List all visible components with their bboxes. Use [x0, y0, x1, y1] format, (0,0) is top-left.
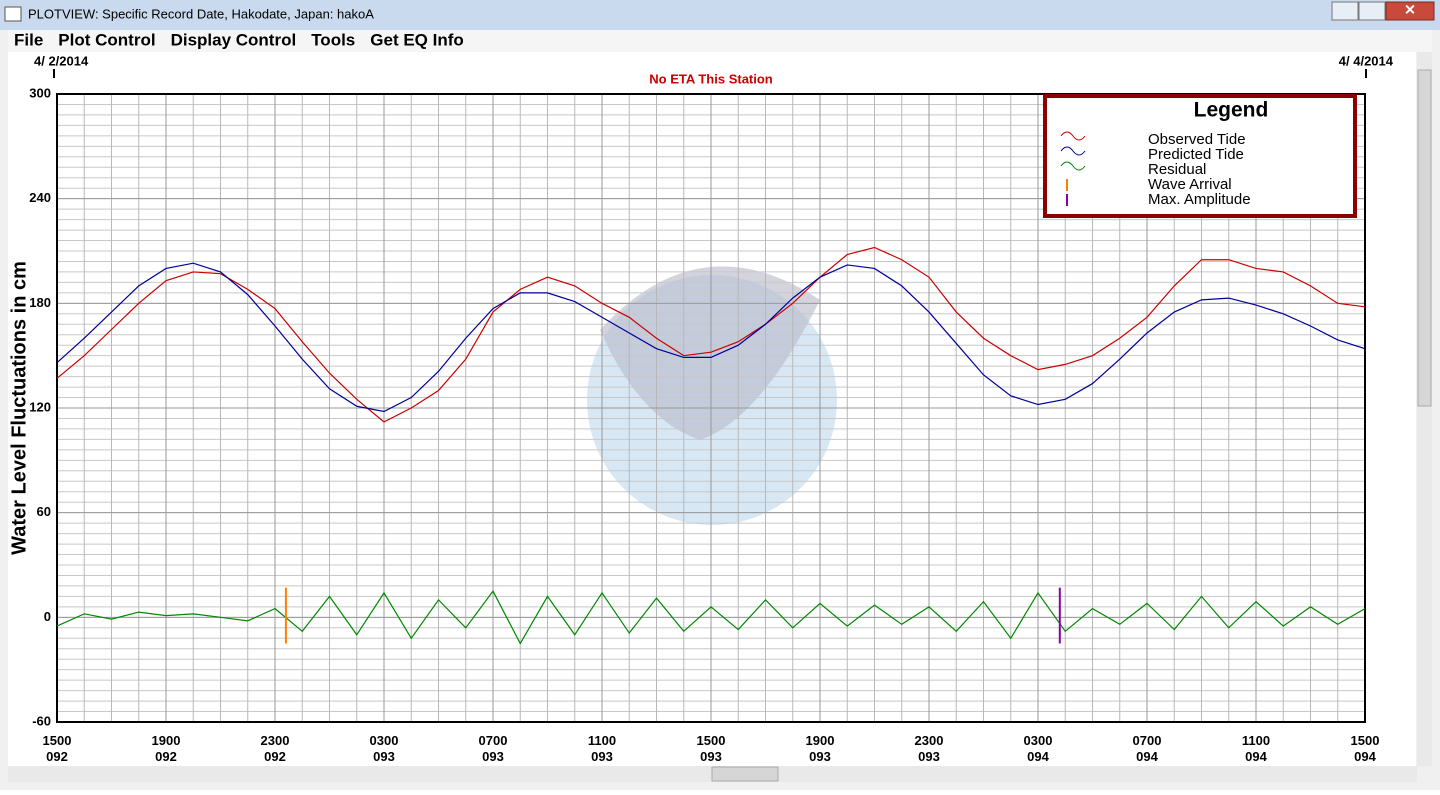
h-scroll-thumb[interactable] — [711, 766, 779, 782]
subtitle: No ETA This Station — [649, 71, 773, 86]
legend-symbol — [1060, 146, 1086, 156]
maximize-button[interactable] — [1358, 1, 1386, 21]
series-line — [56, 262, 1366, 413]
menu-item[interactable]: File — [14, 30, 43, 49]
legend-box — [1043, 94, 1357, 218]
legend-label: Max. Amplitude — [1148, 191, 1251, 208]
y-tick-label: 0 — [44, 609, 51, 624]
x-tick-label: 1500 093 — [697, 733, 726, 764]
legend-symbol — [1060, 161, 1086, 171]
y-tick-label: -60 — [32, 713, 51, 728]
legend-title: Legend — [1194, 99, 1269, 122]
plot-frame — [56, 93, 1366, 723]
menu-bar — [8, 30, 1432, 52]
legend-label: Predicted Tide — [1148, 146, 1244, 163]
x-tick-label: 1500 094 — [1351, 733, 1380, 764]
series-line — [56, 590, 1366, 645]
x-tick-label: 1500 092 — [43, 733, 72, 764]
menu-item[interactable]: Get EQ Info — [370, 30, 464, 49]
date-label: 4/ 2/2014 — [34, 53, 89, 68]
x-tick-label: 0700 094 — [1133, 733, 1162, 764]
y-tick-label: 300 — [29, 85, 51, 100]
minimize-button[interactable] — [1331, 1, 1359, 21]
legend-label: Observed Tide — [1148, 131, 1246, 148]
series-line — [56, 246, 1366, 423]
close-glyph: ✕ — [1404, 2, 1416, 18]
menu-item[interactable]: Tools — [311, 30, 355, 49]
y-tick-label: 120 — [29, 399, 51, 414]
plot: -60 0 60 120 180 240 300 1500 092 1900 092 2300 092 0… — [8, 53, 1393, 764]
x-tick-label: 1100 093 — [588, 733, 616, 764]
y-tick-label: 60 — [37, 504, 51, 519]
x-tick-label: 2300 092 — [261, 733, 290, 764]
window-title: PLOTVIEW: Specific Record Date, Hakodate… — [28, 6, 374, 21]
x-tick-label: 0700 093 — [479, 733, 508, 764]
x-tick-label: 0300 094 — [1024, 733, 1053, 764]
y-tick-label: 180 — [29, 295, 51, 310]
legend-label: Residual — [1148, 161, 1206, 178]
legend-symbol — [1060, 131, 1086, 141]
y-tick-label: 240 — [29, 190, 51, 205]
x-tick-label: 1900 092 — [152, 733, 181, 764]
v-scroll-thumb[interactable] — [1417, 69, 1432, 407]
y-axis-title: Water Level Fluctuations in cm — [8, 261, 30, 555]
legend-label: Wave Arrival — [1148, 176, 1232, 193]
x-tick-label: 1100 094 — [1242, 733, 1270, 764]
close-button[interactable] — [1385, 1, 1435, 21]
date-label: 4/ 4/2014 — [1339, 53, 1394, 68]
menu: File Plot Control Display Control Tools Get … — [14, 30, 464, 49]
title-bar — [0, 0, 1440, 30]
app-icon — [4, 6, 22, 22]
menu-item[interactable]: Display Control — [171, 30, 297, 49]
x-tick-label: 0300 093 — [370, 733, 399, 764]
x-tick-label: 2300 093 — [915, 733, 944, 764]
menu-item[interactable]: Plot Control — [58, 30, 155, 49]
x-tick-label: 1900 093 — [806, 733, 835, 764]
